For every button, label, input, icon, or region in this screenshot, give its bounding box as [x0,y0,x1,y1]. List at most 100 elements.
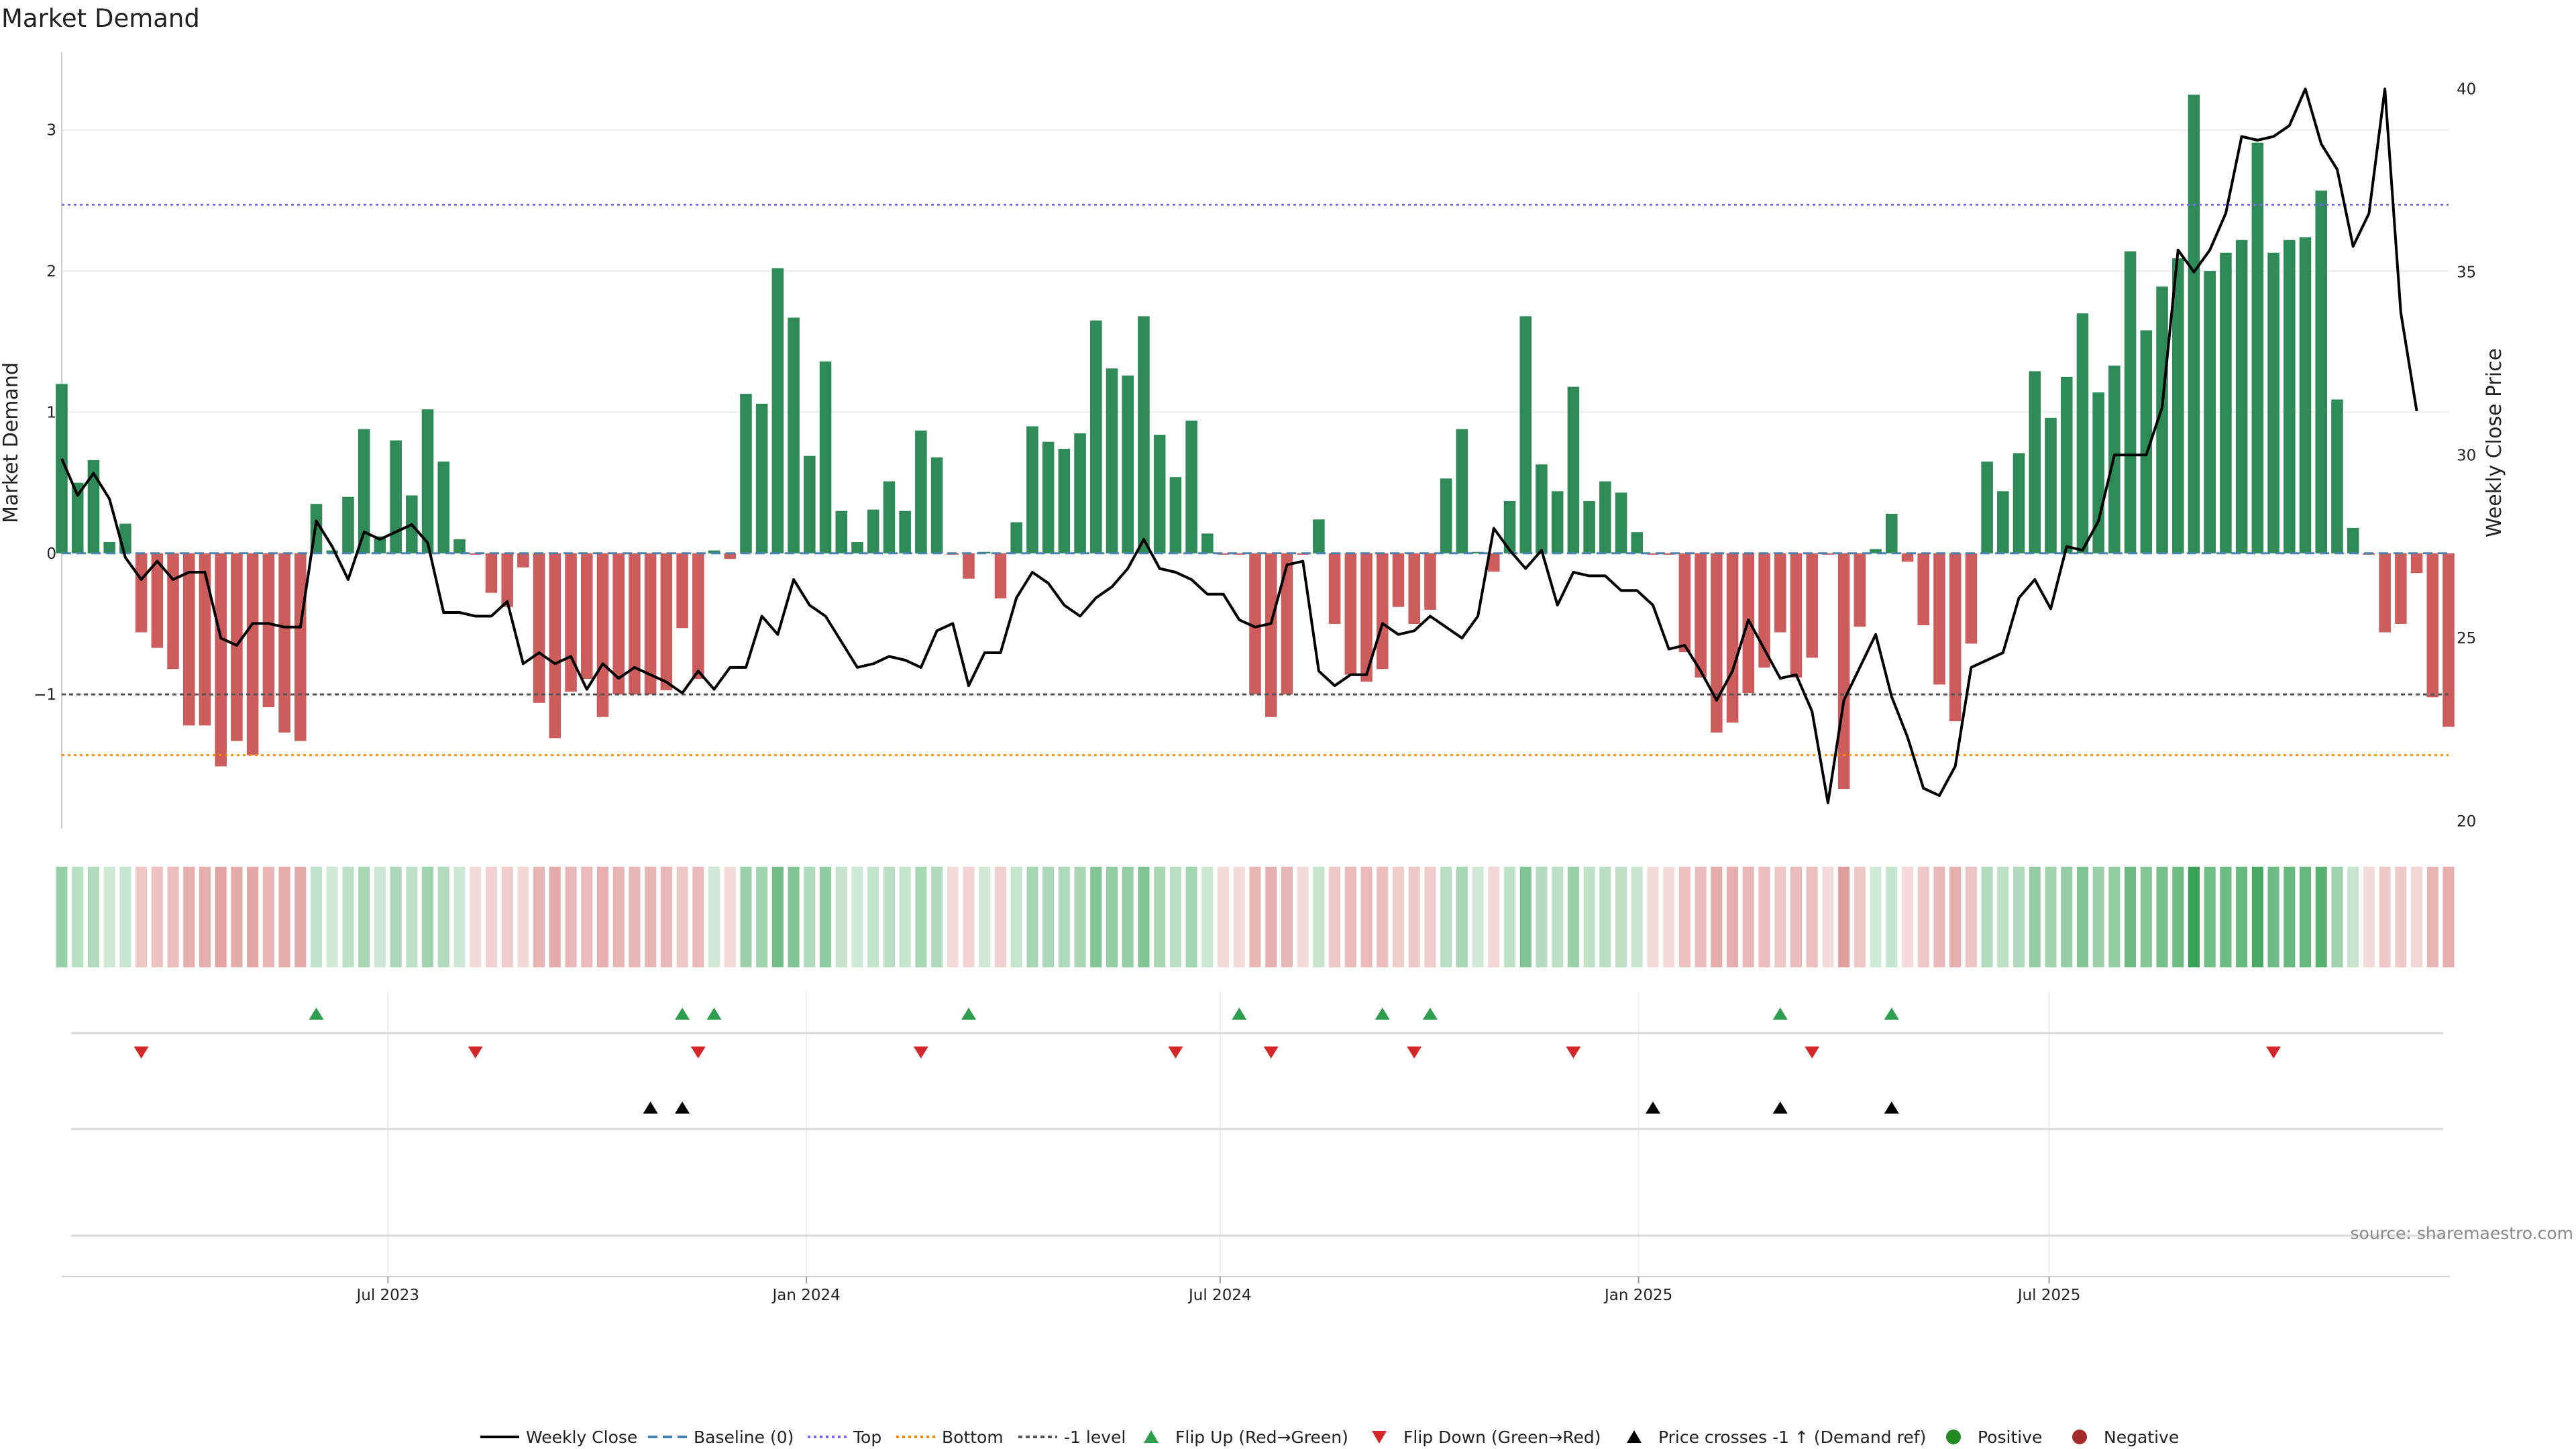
demand-bar [2140,330,2153,553]
legend-swatch-5 [1144,1430,1159,1443]
heat-cell [2204,867,2216,967]
y-tick-label: −1 [34,686,56,704]
demand-bar [596,553,609,717]
demand-bar [1917,553,1930,626]
heat-cell [1583,867,1595,967]
heat-cell [1727,867,1739,967]
heat-cell [358,867,370,967]
demand-bar [1201,533,1214,553]
demand-bar [1837,553,1850,790]
heat-cell [883,867,895,967]
heat-cell [1822,867,1834,967]
demand-bar [1567,386,1580,553]
demand-bar [740,394,752,553]
heat-cell [565,867,577,967]
legend-swatch-7 [1627,1430,1642,1443]
demand-bar [342,496,354,553]
main-panel: −1 0 1 2 3 20 25 30 35 40 [34,52,2476,1275]
demand-bar [278,553,290,733]
heat-cell [294,867,307,967]
heat-cell [756,867,768,967]
heat-cell [1854,867,1866,967]
heat-cell [374,867,386,967]
demand-bar [1695,553,1707,678]
heat-cell [1297,867,1309,967]
demand-bar [660,553,673,690]
heat-cell [103,867,115,967]
demand-bar [1806,553,1818,658]
demand-bar [1217,553,1230,555]
demand-bar [2060,376,2073,553]
heat-cell [708,867,720,967]
heat-cell [2299,867,2312,967]
demand-bar [708,550,720,553]
demand-bar [1106,368,1118,553]
demand-bar [1519,316,1532,553]
demand-bar [517,553,529,568]
heat-cell [2140,867,2152,967]
flip-up-marker [1232,1008,1247,1020]
demand-bar [1711,553,1723,733]
heat-cell [1026,867,1038,967]
heat-cell [629,867,641,967]
flip-down-marker [133,1046,149,1059]
demand-bar [1042,441,1055,553]
demand-bar [1536,464,1548,553]
demand-bar [2012,453,2025,553]
heat-cell [2013,867,2025,967]
heat-cell [2156,867,2168,967]
heat-cell [56,867,68,967]
demand-bar [421,409,434,553]
heat-cell [1870,867,1882,967]
heat-cell [2061,867,2073,967]
demand-bar [1726,553,1739,723]
demand-bar [1328,553,1341,624]
demand-bar [151,553,164,648]
heat-cell [485,867,497,967]
demand-bar [1615,492,1627,553]
demand-bar [1233,553,1246,555]
demand-bar [1026,426,1038,553]
heat-cell [501,867,513,967]
demand-bar [1662,553,1675,555]
heat-cell [1615,867,1627,967]
flip-down-marker [913,1046,928,1059]
heat-cell [1838,867,1850,967]
demand-bar [1870,549,1882,553]
heat-cell [692,867,704,967]
demand-bar [1440,478,1452,553]
heat-cell [1774,867,1786,967]
demand-bar [1249,553,1261,695]
heat-cell [1106,867,1118,967]
heat-cell [1074,867,1086,967]
heat-cell [1058,867,1070,967]
demand-bar [294,553,307,741]
heat-cell [1169,867,1181,967]
heat-cell [72,867,84,967]
heat-cell [788,867,800,967]
demand-bar [1074,433,1086,553]
heat-cell [660,867,672,967]
heat-cell [1424,867,1436,967]
demand-bar [851,541,863,553]
flip-down-marker [1407,1046,1422,1059]
legend-label-1: Baseline (0) [694,1428,794,1447]
flip-down-marker [1168,1046,1183,1059]
demand-bar [755,403,768,553]
heat-cell [2347,867,2359,967]
demand-bar [819,361,832,553]
heat-cell [2045,867,2057,967]
flip-up-marker [1375,1008,1390,1020]
demand-bar [262,553,275,708]
y2-tick-label: 30 [2457,447,2476,464]
heat-cell [326,867,338,967]
demand-bar [565,553,577,692]
heat-cell [517,867,529,967]
heat-cell [2267,867,2279,967]
demand-bar [2251,142,2264,553]
heat-cell [851,867,863,967]
heat-cell [1567,867,1579,967]
demand-bar [771,268,784,553]
y-tick-label: 1 [46,404,56,421]
weekly-close-line [60,87,2418,804]
